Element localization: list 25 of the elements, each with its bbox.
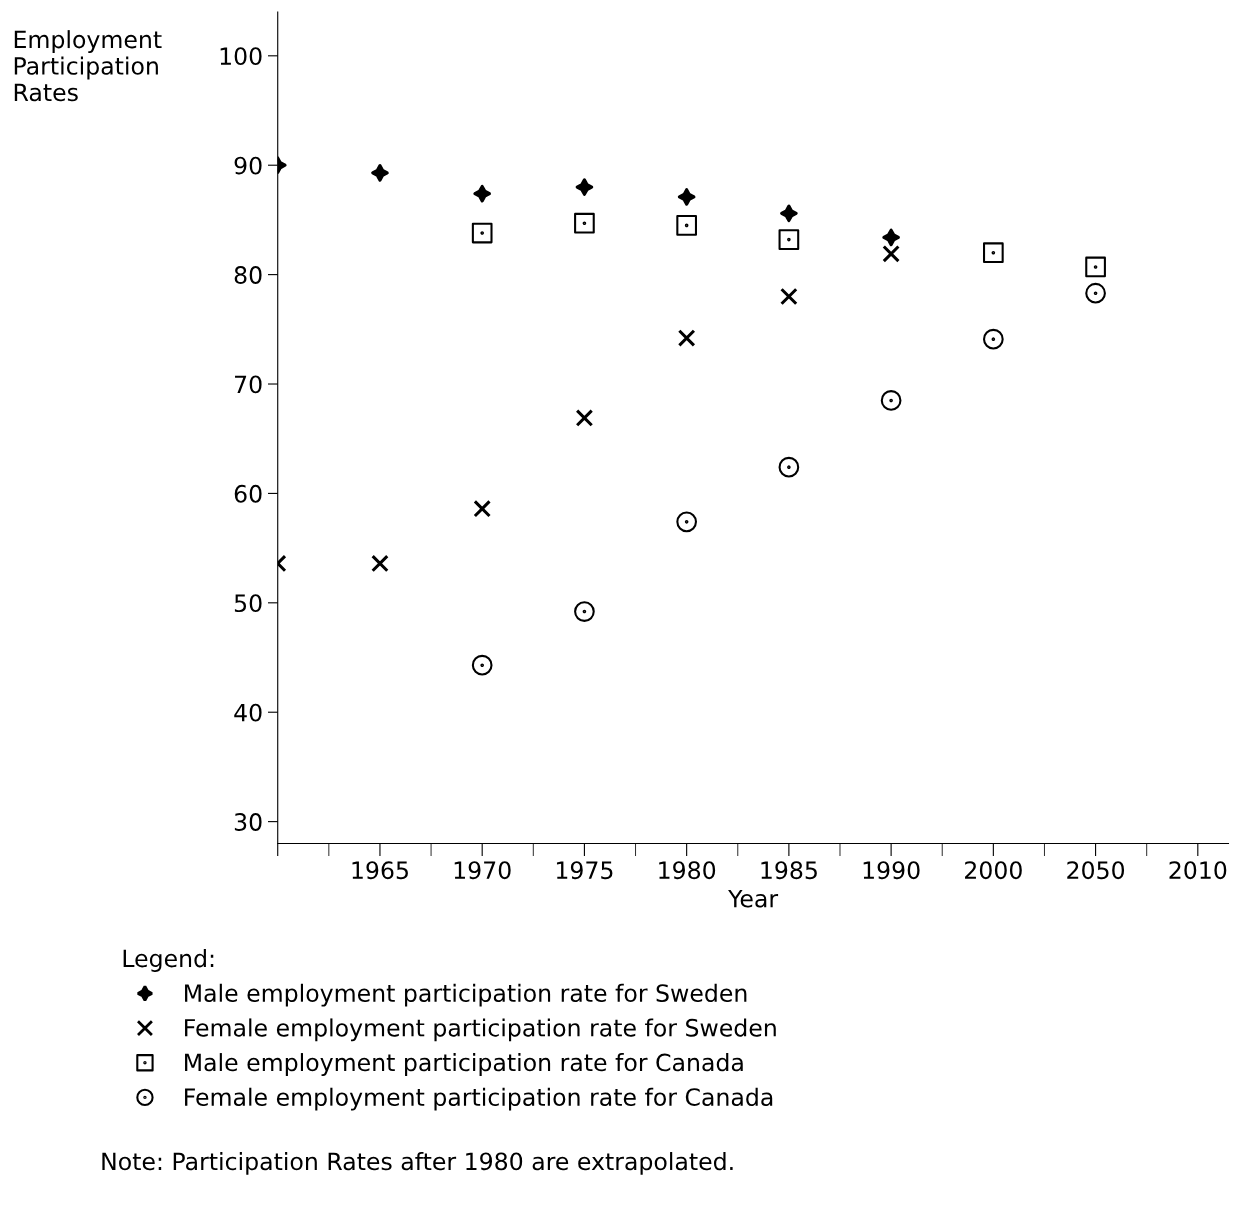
- y-tick-label: 80: [234, 266, 262, 284]
- x-tick-label: 1970: [454, 861, 511, 880]
- x-tick-label: 2050: [1067, 861, 1125, 880]
- legend-label: Female employment participation rate for Canada: [185, 1087, 773, 1111]
- y-tick-label: 50: [234, 594, 262, 613]
- x-tick-label: 2010: [1169, 861, 1227, 880]
- y-tick-label: 100: [220, 47, 262, 66]
- legend-title: Legend:: [123, 949, 214, 972]
- x-tick-label: 1975: [556, 861, 613, 880]
- legend-label: Male employment participation rate for Canada: [185, 1053, 743, 1076]
- x-tick-label: 2000: [965, 861, 1022, 880]
- y-axis-title: Employment Participation Rates: [14, 30, 162, 102]
- y-tick-label: 30: [234, 813, 262, 831]
- x-tick-label: 1965: [352, 861, 408, 880]
- y-tick-label: 90: [234, 156, 262, 175]
- y-tick-label: 70: [235, 375, 262, 394]
- legend-label: Female employment participation rate for Sweden: [185, 1018, 776, 1042]
- x-tick-label: 1985: [761, 861, 817, 880]
- text: Note: Participation Rates after 1980 are extrapolated.: [102, 1152, 733, 1175]
- legend-label: Male employment participation rate for Sweden: [185, 983, 747, 1007]
- x-tick-label: 1980: [659, 861, 716, 880]
- x-axis-title: Year: [728, 889, 779, 908]
- x-tick-label: 1990: [863, 861, 920, 880]
- y-tick-label: 60: [234, 484, 262, 503]
- y-tick-label: 40: [234, 703, 262, 722]
